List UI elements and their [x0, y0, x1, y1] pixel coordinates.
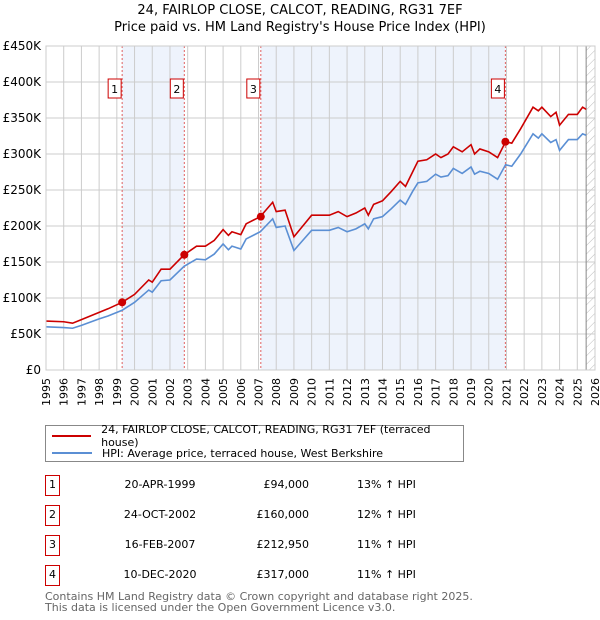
y-tick-label: £100K — [3, 291, 43, 305]
x-tick-label: 2001 — [146, 378, 159, 406]
property-price-line — [45, 106, 587, 325]
x-tick-label: 2024 — [554, 378, 567, 406]
transaction-hpi: 12% ↑ HPI — [357, 508, 416, 521]
legend-swatch-hpi — [52, 452, 92, 454]
x-tick-label: 2026 — [589, 378, 600, 406]
shaded-range — [122, 46, 185, 370]
transaction-price: £317,000 — [256, 568, 310, 581]
legend-swatch-property — [52, 435, 92, 437]
x-tick-label: 2015 — [394, 378, 407, 406]
transaction-date: 20-APR-1999 — [124, 478, 196, 491]
x-tick-label: 1995 — [40, 378, 53, 406]
x-tick-label: 2008 — [270, 378, 283, 406]
x-tick-label: 1998 — [93, 378, 106, 406]
x-tick-label: 2004 — [199, 378, 212, 406]
x-tick-label: 2022 — [518, 378, 531, 406]
x-tick-label: 2021 — [500, 378, 513, 406]
y-tick-label: £250K — [3, 183, 43, 197]
transaction-hpi: 13% ↑ HPI — [357, 478, 416, 491]
x-tick-label: 2010 — [306, 378, 319, 406]
y-tick-label: £400K — [3, 75, 43, 89]
x-tick-label: 2000 — [129, 378, 142, 406]
transaction-price: £160,000 — [256, 508, 310, 521]
sale-label-box — [169, 78, 184, 99]
transaction-row: 3 16-FEB-2007 £212,950 11% ↑ HPI — [45, 535, 465, 557]
y-tick-label: £50K — [10, 327, 42, 341]
x-tick-label: 2005 — [217, 378, 230, 406]
x-tick-label: 2020 — [483, 378, 496, 406]
transaction-number: 1 — [45, 475, 60, 496]
sale-label: 1 — [111, 83, 118, 96]
x-tick-label: 2013 — [359, 378, 372, 406]
y-tick-label: £200K — [3, 219, 43, 233]
legend-item-property: 24, FAIRLOP CLOSE, CALCOT, READING, RG31… — [52, 423, 463, 449]
x-tick-label: 2002 — [164, 378, 177, 406]
x-tick-label: 2017 — [430, 378, 443, 406]
transaction-number: 4 — [45, 565, 60, 586]
transaction-row: 1 20-APR-1999 £94,000 13% ↑ HPI — [45, 475, 465, 497]
x-tick-label: 2016 — [412, 378, 425, 406]
y-tick-label: £0 — [26, 363, 41, 377]
price-chart: 1995 1996 1997 1998 1999 2000 2001 2002 2003 2004… — [3, 39, 600, 406]
transaction-row: 4 10-DEC-2020 £317,000 11% ↑ HPI — [45, 565, 465, 587]
legend-label-hpi: HPI: Average price, terraced house, West… — [102, 446, 384, 460]
y-tick-label: £350K — [3, 111, 43, 125]
sale-point — [180, 250, 189, 259]
legend: 24, FAIRLOP CLOSE, CALCOT, READING, RG31… — [45, 423, 464, 462]
transaction-number: 2 — [45, 505, 60, 526]
x-tick-label: 2023 — [536, 378, 549, 406]
footer-licence: This data is licensed under the Open Gov… — [45, 601, 396, 614]
sale-label-box — [107, 78, 122, 99]
x-tick-label: 2006 — [235, 378, 248, 406]
transaction-hpi: 11% ↑ HPI — [357, 538, 416, 551]
x-tick-label: 2007 — [253, 378, 266, 406]
legend-item-hpi: HPI: Average price, terraced house, West… — [52, 445, 383, 461]
x-tick-label: 1999 — [111, 378, 124, 406]
x-tick-label: 2025 — [571, 378, 584, 406]
legend-label-property: 24, FAIRLOP CLOSE, CALCOT, READING, RG31… — [101, 423, 431, 449]
transaction-hpi: 11% ↑ HPI — [357, 568, 416, 581]
x-tick-label: 1996 — [58, 378, 71, 406]
sale-point — [118, 298, 127, 307]
sale-point — [501, 137, 510, 146]
transaction-price: £212,950 — [256, 538, 310, 551]
x-tick-label: 2012 — [341, 378, 354, 406]
sale-label-box — [490, 78, 505, 99]
sale-label-box — [246, 78, 261, 99]
sale-point — [256, 212, 265, 221]
sale-label: 2 — [173, 83, 180, 96]
sale-label: 3 — [250, 83, 257, 96]
transaction-date: 24-OCT-2002 — [123, 508, 197, 521]
footer-copyright: Contains HM Land Registry data © Crown c… — [45, 590, 473, 603]
chart-subtitle: Price paid vs. HM Land Registry's House … — [114, 20, 486, 35]
x-tick-label: 2003 — [182, 378, 195, 406]
shaded-range — [260, 46, 506, 370]
x-tick-label: 1997 — [75, 378, 88, 406]
transaction-date: 16-FEB-2007 — [124, 538, 196, 551]
transaction-number: 3 — [45, 535, 60, 556]
x-tick-label: 2009 — [288, 378, 301, 406]
sale-label: 4 — [494, 83, 501, 96]
y-tick-label: £450K — [3, 39, 43, 53]
forecast-hatch — [586, 46, 595, 370]
x-tick-label: 2014 — [376, 378, 389, 406]
transaction-row: 2 24-OCT-2002 £160,000 12% ↑ HPI — [45, 505, 465, 527]
x-tick-label: 2018 — [447, 378, 460, 406]
hpi-line — [45, 132, 587, 330]
x-tick-label: 2011 — [323, 378, 336, 406]
chart-title: 24, FAIRLOP CLOSE, CALCOT, READING, RG31… — [137, 3, 463, 18]
x-tick-label: 2019 — [465, 378, 478, 406]
y-tick-label: £150K — [3, 255, 43, 269]
plot-border — [45, 45, 596, 371]
transaction-price: £94,000 — [263, 478, 310, 491]
transaction-date: 10-DEC-2020 — [123, 568, 197, 581]
y-tick-label: £300K — [3, 147, 43, 161]
